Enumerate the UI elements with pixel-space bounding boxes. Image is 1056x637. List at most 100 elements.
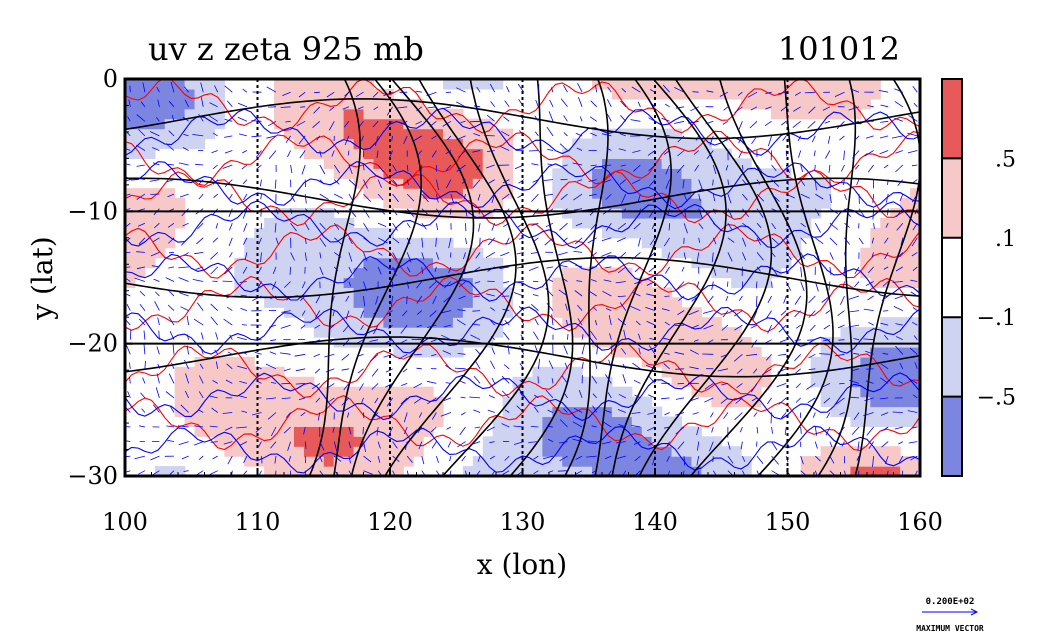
wind-vector — [369, 339, 379, 342]
wind-vector — [828, 164, 831, 173]
wind-vector — [623, 329, 627, 340]
wind-vector — [690, 324, 699, 329]
zeta-cell — [512, 396, 524, 408]
zeta-cell — [850, 386, 861, 398]
wind-vector — [222, 412, 233, 414]
zeta-cell — [651, 446, 663, 457]
wind-vector — [560, 98, 568, 108]
wind-vector — [727, 470, 734, 476]
zeta-cell — [333, 307, 345, 318]
wind-vector — [898, 455, 904, 463]
zeta-cell — [254, 227, 265, 239]
zeta-cell — [174, 366, 186, 378]
zeta-cell — [552, 188, 563, 199]
wind-vector — [442, 106, 451, 109]
zeta-cell — [592, 376, 603, 388]
wind-vector — [778, 353, 787, 356]
wind-vector — [210, 316, 219, 326]
zeta-cell — [492, 178, 504, 189]
wind-vector — [882, 310, 889, 312]
wind-vector — [183, 133, 189, 137]
zeta-cell — [691, 327, 702, 338]
wind-vector — [735, 397, 743, 404]
wind-vector — [690, 397, 699, 402]
wind-vector — [348, 193, 354, 202]
wind-vector — [149, 131, 160, 137]
wind-vector — [431, 135, 437, 140]
zeta-cell — [274, 466, 285, 476]
zeta-cell — [462, 317, 474, 328]
zeta-cell — [681, 178, 693, 189]
zeta-cell — [651, 297, 663, 308]
zeta-cell — [164, 79, 176, 90]
wind-vector — [266, 86, 277, 93]
zeta-cell — [134, 198, 146, 209]
wind-vector — [168, 100, 175, 108]
wind-vector — [270, 295, 277, 300]
wind-vector — [359, 121, 364, 127]
wind-vector — [851, 426, 860, 435]
wind-vector — [572, 421, 583, 428]
wind-vector — [577, 83, 583, 93]
wind-vector — [808, 353, 816, 359]
colorbar-label: −.1 — [977, 306, 1016, 331]
wind-vector — [401, 383, 408, 386]
zeta-cell — [701, 346, 712, 358]
zeta-cell — [751, 217, 762, 229]
wind-vector — [195, 266, 204, 270]
zeta-cell — [353, 297, 365, 308]
wind-vector — [675, 412, 685, 416]
wind-vector — [638, 237, 641, 247]
zeta-cell — [284, 98, 295, 110]
wind-vector — [750, 324, 758, 329]
zeta-cell — [651, 128, 663, 140]
wind-vector — [312, 120, 321, 129]
wind-vector — [881, 426, 889, 432]
zeta-cell — [274, 426, 285, 437]
wind-vector — [712, 164, 717, 175]
wind-vector — [622, 363, 627, 370]
wind-vector — [150, 455, 160, 461]
wind-vector — [396, 106, 408, 109]
wind-vector — [814, 164, 816, 171]
zeta-cell — [443, 327, 454, 338]
zeta-cell — [194, 98, 206, 110]
wind-vector — [677, 150, 685, 157]
zeta-cell — [353, 416, 365, 427]
wind-vector — [575, 470, 583, 475]
wind-vector — [416, 106, 423, 112]
zeta-cell — [661, 247, 673, 259]
wind-vector — [910, 291, 918, 297]
wind-vector — [605, 374, 612, 384]
zeta-cell — [661, 307, 673, 318]
zeta-cell — [134, 247, 146, 259]
wind-vector — [800, 164, 804, 173]
zeta-cell — [850, 79, 861, 90]
zeta-cell — [552, 307, 563, 318]
wind-vector — [413, 383, 422, 389]
zeta-cell — [125, 198, 136, 209]
zeta-cell — [691, 158, 702, 169]
wind-vector — [637, 193, 641, 202]
zeta-cell — [631, 178, 643, 189]
zeta-cell — [333, 406, 345, 418]
zeta-cell — [472, 79, 484, 90]
zeta-cell — [790, 247, 802, 259]
zeta-cell — [631, 208, 643, 219]
wind-vector — [456, 135, 466, 141]
zeta-cell — [721, 257, 732, 269]
wind-vector — [125, 455, 131, 458]
zeta-cell — [810, 188, 822, 199]
wind-vector — [446, 426, 452, 430]
wind-vector — [158, 330, 160, 340]
zeta-cell — [482, 317, 494, 328]
zeta-cell — [164, 108, 176, 120]
wind-vector — [166, 179, 175, 183]
wind-vector — [782, 135, 787, 141]
zeta-cell — [731, 79, 742, 90]
wind-vector — [129, 377, 131, 384]
zeta-cell — [194, 356, 206, 368]
wind-vector — [575, 455, 583, 460]
wind-vector — [210, 266, 218, 275]
zeta-cell — [343, 406, 355, 418]
